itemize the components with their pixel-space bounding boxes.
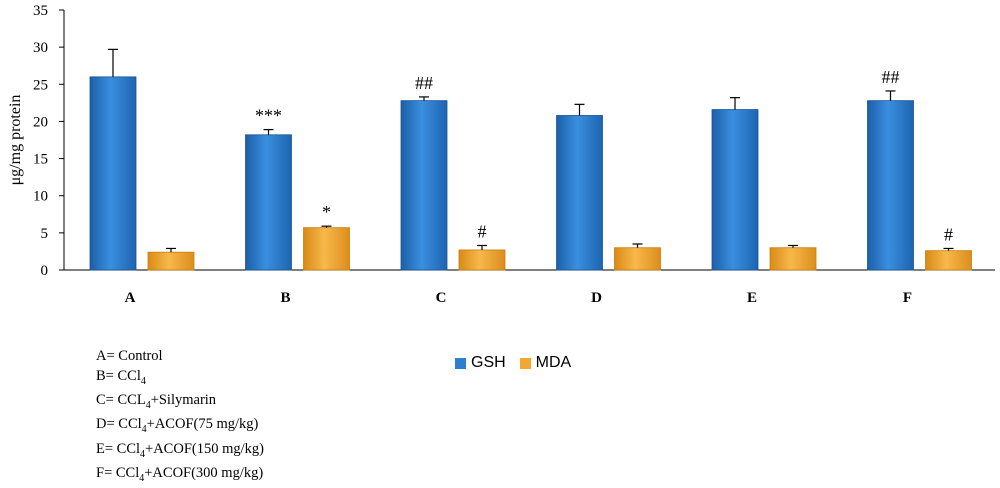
bar-gsh-A xyxy=(89,76,137,271)
category-label-A: A xyxy=(125,290,136,306)
legend-item-gsh: GSH xyxy=(455,354,506,372)
legend: GSH MDA xyxy=(455,354,585,372)
y-tick-label: 10 xyxy=(33,189,48,205)
y-axis-label: μg/mg protein xyxy=(7,95,24,186)
key-item: A= Control xyxy=(96,348,163,364)
bar-gsh-F xyxy=(867,100,914,271)
significance-mda-C: # xyxy=(478,221,487,241)
key-item: C= CCL4+Silymarin xyxy=(96,391,217,411)
legend-item-mda: MDA xyxy=(519,354,572,372)
group-key: A= Control B= CCl4 C= CCL4+Silymarin D= CCl… xyxy=(96,347,264,488)
y-tick-label: 0 xyxy=(41,263,49,279)
y-tick-label: 25 xyxy=(33,77,48,93)
y-tick-label: 5 xyxy=(41,226,49,242)
bar-gsh-B xyxy=(245,134,292,271)
key-item: E= CCl4+ACOF(150 mg/kg) xyxy=(96,440,264,460)
bar-mda-E xyxy=(769,247,817,271)
key-item: F= CCl4+ACOF(300 mg/kg) xyxy=(96,465,264,484)
significance-mda-F: # xyxy=(944,224,953,244)
category-labels: A B C D E F xyxy=(125,290,913,306)
bar-gsh-C xyxy=(400,100,448,271)
key-item: D= CCl4+ACOF(75 mg/kg) xyxy=(96,416,259,436)
y-tick-label: 35 xyxy=(33,3,48,19)
y-tick-label: 15 xyxy=(33,152,48,168)
category-label-D: D xyxy=(591,290,602,306)
y-tick-label: 30 xyxy=(33,40,48,56)
bar-mda-C xyxy=(458,249,506,271)
bar-mda-D xyxy=(614,247,661,271)
significance-mda-B: * xyxy=(322,202,331,222)
significance-gsh-B: *** xyxy=(255,106,282,126)
y-tick-labels: 0 5 10 15 20 25 30 35 xyxy=(33,3,64,279)
legend-swatch-gsh xyxy=(455,357,466,369)
category-label-C: C xyxy=(436,290,447,306)
legend-swatch-mda xyxy=(519,357,531,369)
key-item: B= CCl4 xyxy=(96,367,146,387)
legend-label-gsh: GSH xyxy=(471,354,506,371)
significance-gsh-F: ## xyxy=(882,67,900,87)
bar-gsh-D xyxy=(556,115,603,271)
category-label-F: F xyxy=(903,290,912,306)
category-label-E: E xyxy=(747,290,757,306)
bar-gsh-E xyxy=(711,109,759,271)
category-label-B: B xyxy=(280,290,290,306)
y-tick-label: 20 xyxy=(33,114,48,130)
legend-label-mda: MDA xyxy=(535,354,572,371)
bar-mda-A xyxy=(147,251,195,271)
bars: ****###### xyxy=(89,48,972,271)
bar-mda-F xyxy=(925,250,972,271)
significance-gsh-C: ## xyxy=(415,73,433,93)
bar-mda-B xyxy=(303,227,350,271)
